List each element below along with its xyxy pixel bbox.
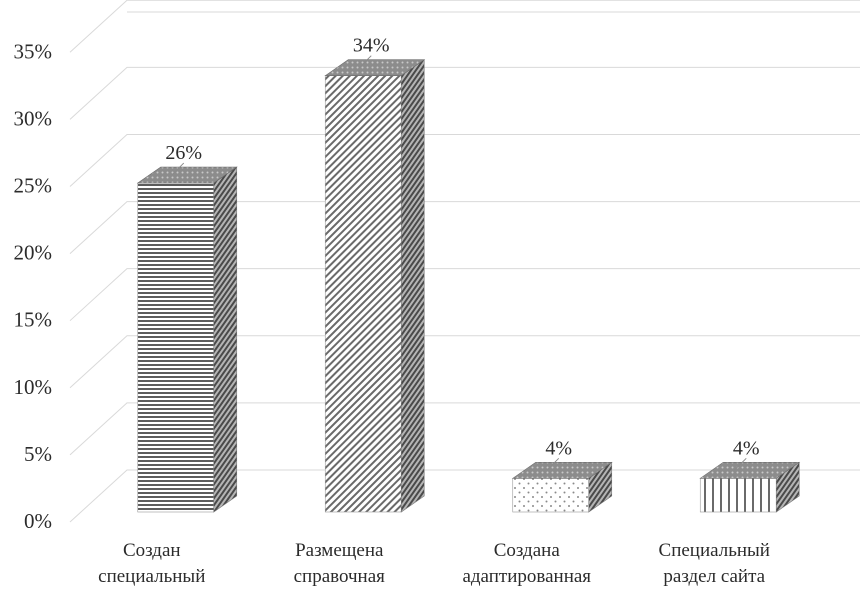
gridline [69, 201, 860, 254]
bars [136, 59, 801, 513]
data-label-leader [733, 457, 747, 471]
bar-front [512, 478, 590, 513]
y-tick-label: 15% [14, 308, 53, 332]
bar [136, 166, 238, 513]
gridline [69, 133, 860, 187]
bar-top [324, 59, 426, 76]
data-label: 34% [353, 35, 390, 57]
x-category-label: адаптированная [462, 566, 591, 587]
x-category-label: справочная [294, 566, 386, 587]
bar-top [699, 462, 801, 479]
y-tick-label: 5% [24, 442, 52, 466]
bar-front [137, 182, 215, 513]
y-tick-label: 0% [24, 509, 52, 533]
bar [324, 59, 426, 513]
x-category-label: раздел сайта [663, 566, 765, 587]
gridline [69, 335, 860, 389]
data-label: 4% [545, 437, 572, 459]
x-category-label: Создан [123, 540, 181, 561]
gridline [69, 469, 860, 523]
gridlines [69, 0, 860, 523]
data-label-leader [546, 457, 560, 471]
data-label: 4% [733, 437, 760, 459]
bar [511, 461, 613, 513]
gridline [69, 66, 860, 120]
data-labels: 26% 34% 4% 4% [165, 35, 760, 471]
x-category-label: Специальный [659, 540, 770, 561]
y-tick-label: 35% [14, 39, 53, 63]
bar-front [699, 478, 777, 513]
x-category-label: Размещена [295, 540, 384, 561]
data-label-leader [358, 55, 372, 69]
gridline [69, 402, 860, 456]
x-category-label: специальный [98, 566, 205, 587]
gridline [69, 0, 860, 53]
bar-top [136, 166, 238, 184]
bar-side [400, 59, 425, 513]
bar [699, 461, 801, 513]
y-tick-label: 30% [14, 106, 53, 130]
gridline [69, 268, 860, 322]
y-tick-label: 25% [14, 173, 53, 197]
data-label-leader [171, 162, 185, 176]
bar-side [213, 166, 238, 513]
y-tick-label: 10% [14, 375, 53, 399]
y-axis-ticks: 0% 5% 10% 15% 20% 25% 30% 35% [14, 39, 53, 533]
bar-top [511, 462, 613, 479]
y-tick-label: 20% [14, 241, 53, 265]
x-category-label: Создана [494, 540, 561, 561]
x-axis-categories: Создан специальный Размещена справочная Созд… [98, 540, 770, 587]
bar-front [324, 75, 402, 513]
data-label: 26% [165, 142, 202, 164]
